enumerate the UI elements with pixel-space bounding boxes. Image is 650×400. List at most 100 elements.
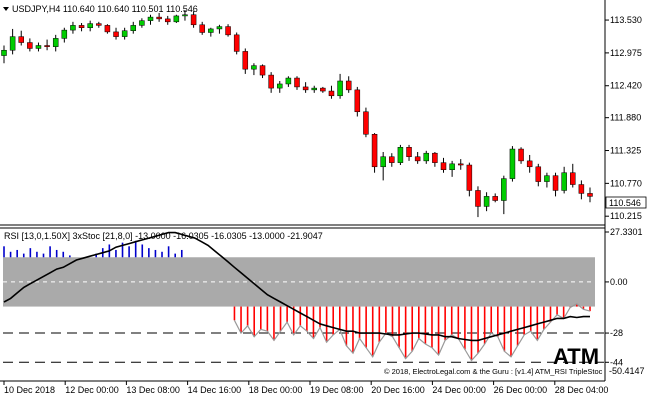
candle-body xyxy=(397,147,404,163)
candle-body xyxy=(182,14,188,17)
time-tick-label: 12 Dec 00:00 xyxy=(65,385,119,395)
candle-body xyxy=(432,152,438,163)
candle-body xyxy=(371,134,378,168)
candle-body xyxy=(87,23,93,28)
time-tick-label: 26 Dec 00:00 xyxy=(494,385,548,395)
candle-body xyxy=(406,147,412,157)
candle-body xyxy=(277,83,283,89)
candle-body xyxy=(380,156,386,168)
candle-body xyxy=(130,25,137,31)
indicator-tick-label: -28 xyxy=(610,328,623,338)
candle-body xyxy=(173,15,180,23)
candle-body xyxy=(552,175,559,191)
candle-body xyxy=(587,193,593,197)
candle-body xyxy=(70,25,76,31)
price-pane[interactable]: USDJPY,H4 110.640 110.640 110.501 110.54… xyxy=(1,4,647,221)
candle-body xyxy=(578,184,585,194)
time-tick-label: 20 Dec 16:00 xyxy=(371,385,425,395)
time-tick-label: 24 Dec 00:00 xyxy=(432,385,486,395)
indicator-last-value: -50.4147 xyxy=(609,366,645,376)
candle-body xyxy=(414,156,421,162)
candle-body xyxy=(242,51,249,70)
candle-body xyxy=(121,30,128,37)
candle-body xyxy=(561,172,567,191)
candle-body xyxy=(389,156,395,163)
candle-body xyxy=(113,31,119,37)
candle-body xyxy=(311,87,317,91)
price-tick-label: 111.325 xyxy=(610,146,641,156)
candle-body xyxy=(225,26,231,36)
candle-body xyxy=(44,45,50,47)
candle-body xyxy=(294,77,300,88)
candle-body xyxy=(440,162,447,170)
level-lines xyxy=(3,332,604,363)
stochastic-signal-line xyxy=(3,231,590,342)
price-axis: 113.530 112.975 112.420 111.880 111.325 110.7… xyxy=(605,15,642,221)
symbol-dropdown-icon[interactable] xyxy=(3,7,9,11)
indicator-header: RSI [13,0,1.50X] 3xStoc [21,8,0] -13.000… xyxy=(4,231,323,241)
candle-body xyxy=(199,24,205,33)
candle-body xyxy=(285,77,292,85)
price-tick-label: 110.770 xyxy=(610,178,642,188)
atm-logo: ATM xyxy=(553,344,599,369)
candle-body xyxy=(156,16,162,20)
candle-body xyxy=(526,160,533,168)
candle-body xyxy=(449,163,455,170)
rsi-histogram xyxy=(3,240,591,362)
candle-body xyxy=(18,36,24,43)
candle-body xyxy=(354,89,361,113)
candle-body xyxy=(96,23,102,26)
indicator-axis: 27.3301 0.00 -28 -44 xyxy=(605,227,643,367)
candle-body xyxy=(492,196,498,201)
price-tick-label: 113.530 xyxy=(610,15,642,25)
time-tick-label: 19 Dec 08:00 xyxy=(310,385,364,395)
candle-body xyxy=(457,163,464,166)
candle-body xyxy=(139,20,145,26)
price-tick-label: 112.420 xyxy=(610,81,642,91)
candle-body xyxy=(570,172,576,185)
candle-body xyxy=(268,74,274,89)
candle-body xyxy=(535,166,542,182)
candle-body xyxy=(190,14,197,26)
time-tick-label: 18 Dec 00:00 xyxy=(249,385,303,395)
candle-body xyxy=(104,25,111,33)
candle-body xyxy=(259,65,266,76)
current-price-label: 110.546 xyxy=(605,196,647,209)
candle-body xyxy=(518,148,524,162)
candle-body xyxy=(466,164,473,191)
candle-body xyxy=(345,80,352,91)
candle-body xyxy=(423,152,430,162)
candle-body xyxy=(1,49,7,56)
time-tick-label: 28 Dec 04:00 xyxy=(555,385,609,395)
indicator-tick-label: -44 xyxy=(610,357,623,367)
indicator-tick-label: 0.00 xyxy=(610,277,628,287)
candle-body xyxy=(544,175,550,182)
chart-header: USDJPY,H4 110.640 110.640 110.501 110.54… xyxy=(12,4,198,14)
candle-body xyxy=(363,111,369,135)
indicator-pane[interactable]: RSI [13,0,1.50X] 3xStoc [21,8,0] -13.000… xyxy=(3,227,645,376)
time-tick-label: 14 Dec 16:00 xyxy=(188,385,242,395)
candle-body xyxy=(52,38,59,47)
candle-body xyxy=(233,34,240,52)
candle-body xyxy=(501,178,507,201)
candle-body xyxy=(78,25,85,28)
time-tick-label: 10 Dec 2018 xyxy=(4,385,55,395)
candle-body xyxy=(302,86,309,91)
candles xyxy=(1,10,593,218)
candle-body xyxy=(483,196,490,207)
candle-body xyxy=(27,42,33,49)
candle-body xyxy=(147,16,154,21)
candle-body xyxy=(328,90,335,97)
candle-body xyxy=(320,87,326,92)
candle-body xyxy=(61,29,68,39)
candle-body xyxy=(9,36,16,51)
histogram-envelope xyxy=(233,303,591,362)
candle-body xyxy=(251,65,257,70)
candle-body xyxy=(35,45,42,49)
candle-body xyxy=(337,80,343,97)
indicator-tick-label: 27.3301 xyxy=(610,227,643,237)
candle-body xyxy=(216,26,223,30)
candle-body xyxy=(509,148,516,179)
time-axis: 10 Dec 2018 12 Dec 00:00 13 Dec 08:00 14 De… xyxy=(3,381,609,395)
